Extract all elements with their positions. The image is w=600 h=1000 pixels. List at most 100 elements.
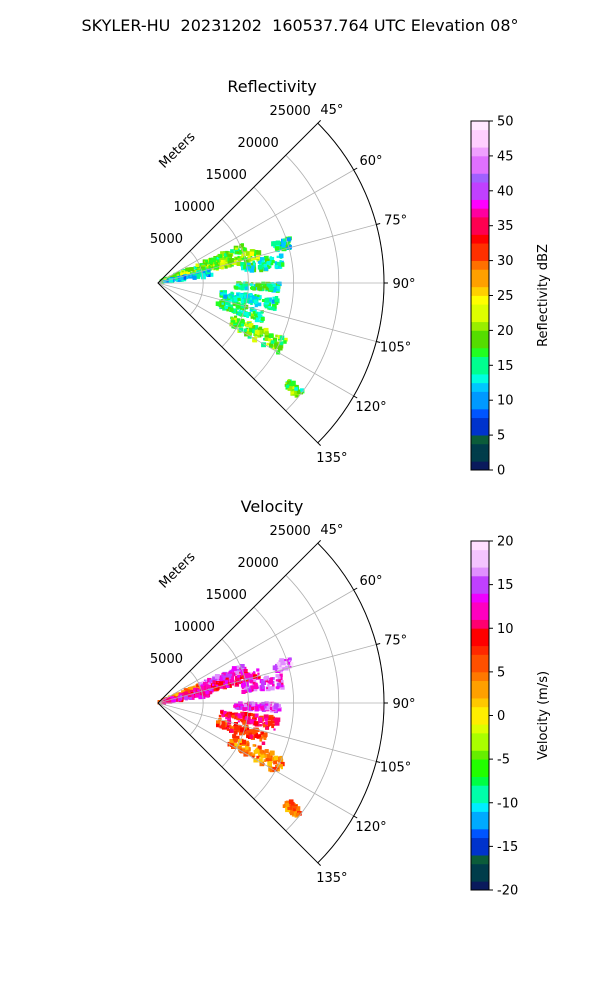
echo-gate — [239, 243, 244, 249]
echo-gate — [284, 661, 288, 664]
echo-gate — [254, 300, 259, 305]
colorbar-swatch — [471, 837, 489, 847]
echo-gate — [235, 703, 239, 707]
echo-gate — [189, 694, 195, 700]
echo-gate — [228, 293, 232, 297]
echo-gate — [289, 666, 292, 669]
colorbar-swatch — [471, 208, 489, 218]
echo-gate — [250, 689, 254, 692]
echo-gate — [227, 714, 231, 718]
echo-gate — [276, 261, 281, 266]
echo-gate — [205, 679, 208, 683]
echo-gate — [264, 706, 267, 709]
echo-layer — [159, 236, 305, 398]
range-tick-label: 10000 — [174, 200, 215, 215]
colorbar-swatch — [471, 820, 489, 830]
echo-gate — [274, 720, 280, 726]
echo-gate — [272, 677, 275, 680]
echo-gate — [263, 255, 269, 261]
echo-gate — [207, 264, 211, 268]
colorbar-label: Velocity (m/s) — [536, 671, 551, 760]
echo-gate — [242, 706, 247, 712]
echo-gate — [236, 678, 242, 683]
echo-gate — [276, 662, 281, 666]
echo-gate — [236, 665, 240, 669]
colorbar-swatch — [471, 584, 489, 594]
echo-gate — [247, 707, 251, 711]
echo-gate — [237, 727, 241, 731]
echo-gate — [294, 387, 298, 391]
echo-gate — [244, 717, 248, 720]
colorbar-tick-label: 0 — [497, 464, 505, 479]
echo-gate — [257, 302, 262, 307]
echo-gate — [263, 677, 267, 681]
echo-gate — [264, 267, 269, 271]
echo-gate — [252, 262, 256, 266]
echo-gate — [229, 711, 233, 715]
azimuth-tick-label: 75° — [384, 213, 407, 228]
echo-gate — [183, 688, 189, 693]
echo-gate — [189, 274, 193, 278]
echo-gate — [271, 282, 275, 285]
colorbar-tick-label: -10 — [497, 796, 518, 811]
echo-gate — [223, 260, 226, 263]
echo-gate — [197, 263, 202, 268]
echo-gate — [248, 323, 254, 328]
echo-gate — [230, 291, 234, 295]
echo-gate — [230, 249, 234, 253]
echo-gate — [245, 266, 250, 271]
echo-gate — [246, 324, 249, 327]
echo-gate — [274, 347, 277, 350]
echo-gate — [238, 327, 244, 333]
echo-gate — [175, 693, 180, 698]
echo-gate — [236, 318, 240, 322]
echo-gate — [223, 292, 227, 297]
echo-gate — [250, 255, 253, 258]
echo-gate — [203, 260, 206, 263]
echo-gate — [239, 716, 242, 719]
echo-gate — [240, 262, 245, 267]
echo-gate — [260, 319, 264, 323]
echo-gate — [228, 304, 234, 309]
colorbar-swatch — [471, 645, 489, 655]
echo-gate — [252, 311, 256, 314]
echo-gate — [254, 734, 259, 738]
echo-gate — [273, 705, 278, 710]
echo-gate — [202, 681, 207, 686]
echo-gate — [298, 811, 301, 815]
azimuth-tick-label: 105° — [380, 761, 411, 776]
echo-gate — [225, 716, 228, 720]
echo-gate — [265, 686, 271, 692]
echo-gate — [290, 811, 294, 816]
echo-gate — [205, 259, 208, 263]
echo-gate — [188, 690, 191, 693]
colorbar-swatch — [471, 164, 489, 174]
echo-gate — [242, 690, 246, 694]
echo-gate — [220, 710, 224, 714]
echo-gate — [246, 734, 250, 739]
echo-gate — [259, 268, 264, 273]
echo-gate — [276, 255, 279, 258]
echo-gate — [267, 305, 272, 309]
echo-gate — [254, 682, 258, 686]
echo-gate — [266, 261, 271, 265]
echo-gate — [271, 288, 277, 293]
azimuth-tick — [353, 815, 358, 819]
echo-gate — [274, 344, 279, 349]
echo-gate — [257, 675, 261, 679]
colorbar-swatch — [471, 147, 489, 157]
colorbar-swatch — [471, 567, 489, 577]
echo-gate — [237, 675, 240, 678]
echo-gate — [272, 723, 275, 726]
echo-gate — [286, 384, 290, 388]
echo-gate — [243, 283, 249, 289]
echo-gate — [218, 254, 223, 259]
echo-gate — [175, 279, 178, 282]
echo-gate — [242, 748, 246, 752]
echo-gate — [274, 246, 280, 251]
echo-gate — [218, 681, 224, 686]
azimuth-tick — [353, 395, 358, 399]
echo-gate — [243, 731, 247, 735]
colorbar-swatch — [471, 706, 489, 716]
